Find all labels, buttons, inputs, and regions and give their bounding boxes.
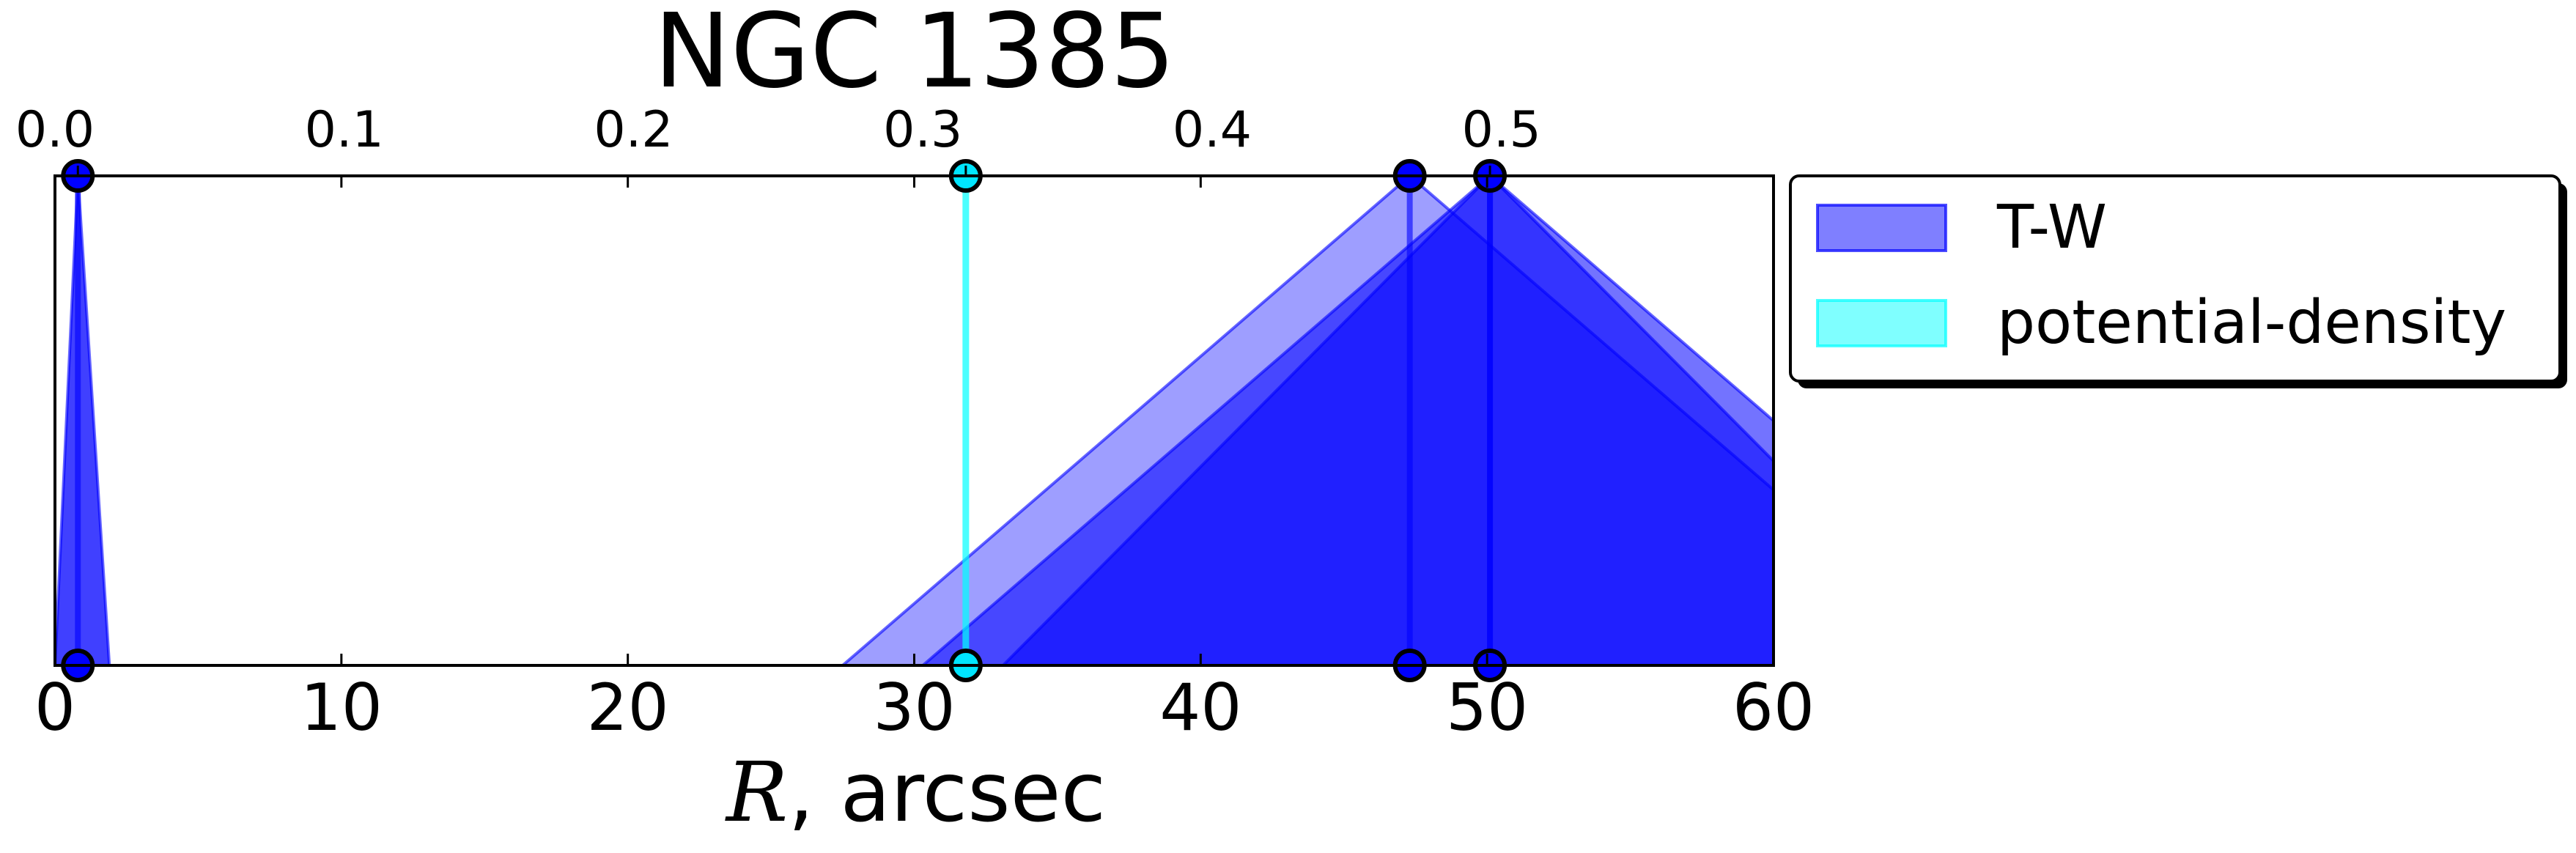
x-tick-label-0: 0	[34, 670, 75, 745]
legend-label-1: potential-density	[1997, 288, 2506, 358]
series-triangle-0	[55, 176, 111, 665]
chart-title: NGC 1385	[654, 0, 1176, 111]
x-tick-label-6: 60	[1732, 670, 1815, 745]
x-axis-label: R, arcsec	[725, 745, 1106, 841]
legend-swatch-1	[1816, 299, 1947, 347]
top-tick-label-0: 0.0	[15, 101, 95, 159]
legend-entries: T-W potential-density	[1816, 193, 2506, 358]
x-tick-label-1: 10	[300, 670, 383, 745]
legend-box	[1789, 174, 2561, 383]
x-tick-label-3: 30	[874, 670, 956, 745]
x-axis-top: 0.0 0.1 0.2 0.3 0.4 0.5	[15, 101, 1541, 176]
top-tick-label-4: 0.4	[1173, 101, 1252, 159]
top-tick-label-5: 0.5	[1462, 101, 1541, 159]
legend-label-0: T-W	[1996, 193, 2107, 262]
top-tick-label-2: 0.2	[594, 101, 673, 159]
legend: T-W potential-density	[1789, 174, 2567, 388]
plot-series	[55, 176, 1774, 665]
x-axis-label-text: , arcsec	[788, 745, 1106, 841]
legend-swatch-0	[1816, 204, 1947, 252]
series-triangle-3	[1000, 176, 1774, 665]
x-tick-label-4: 40	[1159, 670, 1241, 745]
x-tick-label-2: 20	[587, 670, 669, 745]
x-tick-label-5: 50	[1446, 670, 1528, 745]
top-tick-label-3: 0.3	[883, 101, 962, 159]
top-tick-label-1: 0.1	[305, 101, 384, 159]
x-axis-bottom: 0 10 20 30 40 50 60	[34, 176, 1815, 745]
x-axis-label-symbol: R	[725, 745, 788, 841]
